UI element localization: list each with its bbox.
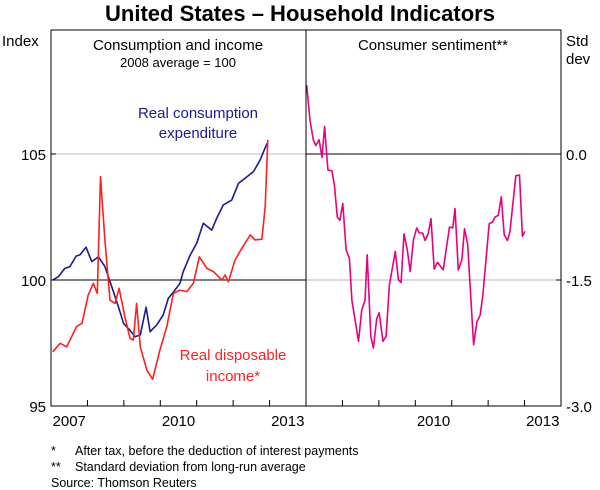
series-lines bbox=[52, 85, 526, 381]
chart-title: United States – Household Indicators bbox=[105, 1, 495, 26]
real-consumption-expenditure-line bbox=[52, 143, 268, 338]
right-y-tick-label: -3.0 bbox=[566, 399, 592, 416]
left-y-tick-label: 100 bbox=[21, 273, 46, 290]
consumer-sentiment-line bbox=[305, 85, 526, 349]
consumption-series-label-line1: Real consumption bbox=[138, 105, 258, 122]
left-axis-label: Index bbox=[2, 33, 39, 50]
tick-labels: 2007 2010 2013 95 100 105 2010 2013 0.0 -1.5 -3.0 bbox=[21, 147, 592, 430]
panel-1-x-tick-label: 2013 bbox=[271, 413, 304, 430]
left-y-tick-label: 95 bbox=[29, 399, 46, 416]
left-y-tick-label: 105 bbox=[21, 147, 46, 164]
footnote-2-text: Standard deviation from long-run average bbox=[75, 460, 306, 474]
axis-ticks bbox=[51, 153, 561, 407]
source-note: Source: Thomson Reuters bbox=[51, 476, 197, 490]
left-panel-title: Consumption and income bbox=[93, 37, 263, 54]
left-panel-subtitle: 2008 average = 100 bbox=[120, 55, 236, 70]
right-axis-label-line2: dev bbox=[566, 51, 591, 68]
panel-2-x-tick-label: 2013 bbox=[526, 413, 559, 430]
footnote-1-text: After tax, before the deduction of inter… bbox=[75, 444, 359, 458]
right-panel-title: Consumer sentiment** bbox=[358, 37, 508, 54]
panel-2-x-tick-label: 2010 bbox=[417, 413, 450, 430]
real-disposable-income-line bbox=[52, 139, 269, 381]
consumption-series-label-line2: expenditure bbox=[159, 125, 237, 142]
income-series-label-line1: Real disposable bbox=[180, 347, 287, 364]
gridlines bbox=[51, 153, 561, 281]
right-y-tick-label: 0.0 bbox=[566, 147, 587, 164]
footnote-2-marker: ** bbox=[51, 460, 61, 474]
right-y-tick-label: -1.5 bbox=[566, 273, 592, 290]
panel-1-x-tick-label: 2007 bbox=[53, 413, 86, 430]
right-axis-label-line1: Std bbox=[566, 33, 589, 50]
footnote-1-marker: * bbox=[51, 444, 56, 458]
income-series-label-line2: income* bbox=[206, 368, 260, 385]
panel-1-x-tick-label: 2010 bbox=[162, 413, 195, 430]
